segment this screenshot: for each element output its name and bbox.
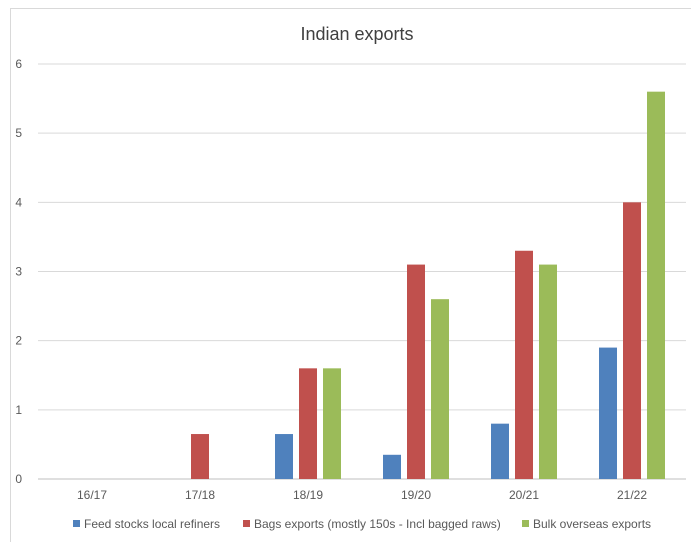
legend-label: Bags exports (mostly 150s - Incl bagged … — [254, 517, 501, 531]
bar — [383, 454, 401, 479]
bar — [191, 434, 209, 479]
bar — [647, 91, 665, 480]
bar — [407, 264, 425, 479]
bar — [431, 299, 449, 479]
y-tick-label: 2 — [15, 334, 22, 348]
bar — [491, 423, 509, 479]
x-tick-label: 21/22 — [617, 488, 647, 502]
chart-border-top — [10, 8, 691, 9]
bar — [323, 368, 341, 479]
legend-swatch — [243, 520, 250, 527]
y-tick-label: 3 — [15, 265, 22, 279]
bars — [191, 91, 665, 480]
x-tick-label: 20/21 — [509, 488, 539, 502]
y-tick-label: 0 — [15, 472, 22, 486]
x-tick-label: 16/17 — [77, 488, 107, 502]
chart-title: Indian exports — [300, 24, 413, 44]
bar — [623, 202, 641, 480]
legend-label: Feed stocks local refiners — [84, 517, 220, 531]
bar — [539, 264, 557, 479]
bar — [299, 368, 317, 479]
bar — [275, 434, 293, 479]
legend-label: Bulk overseas exports — [533, 517, 651, 531]
y-tick-label: 4 — [15, 195, 22, 209]
bar — [599, 347, 617, 479]
gridlines — [38, 63, 686, 480]
legend: Feed stocks local refiners Bags exports (… — [73, 517, 651, 531]
x-tick-label: 18/19 — [293, 488, 323, 502]
y-tick-label: 6 — [15, 57, 22, 71]
y-tick-label: 1 — [15, 403, 22, 417]
y-axis: 0 1 2 3 4 5 6 — [15, 57, 22, 486]
legend-swatch — [522, 520, 529, 527]
chart-border-left — [10, 8, 11, 542]
x-tick-label: 17/18 — [185, 488, 215, 502]
x-axis: 16/17 17/18 18/19 19/20 20/21 21/22 — [77, 488, 647, 502]
bar — [515, 250, 533, 479]
y-tick-label: 5 — [15, 126, 22, 140]
x-tick-label: 19/20 — [401, 488, 431, 502]
legend-swatch — [73, 520, 80, 527]
